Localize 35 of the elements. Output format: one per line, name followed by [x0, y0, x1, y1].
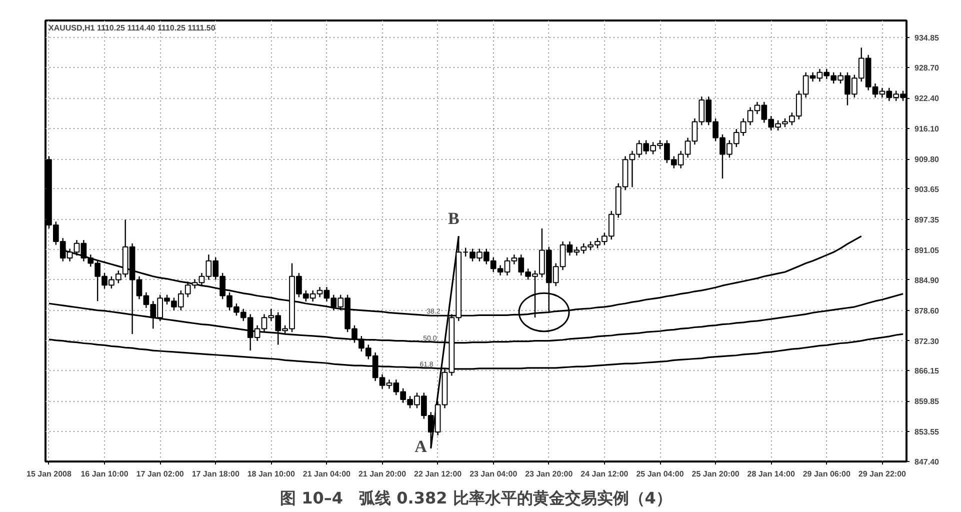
x-tick-label: 29 Jan 06:00	[802, 470, 851, 478]
x-tick-label: 25 Jan 04:00	[636, 470, 684, 478]
y-tick-label: 897.35	[914, 215, 940, 224]
y-tick-label: 934.85	[914, 34, 940, 43]
y-tick-label: 903.65	[914, 184, 940, 194]
y-tick-label: 884.90	[914, 276, 940, 285]
chart-subtitle: XAUUSD,H1 1110.25 1114.40 1110.25 1111.50	[48, 24, 216, 32]
y-tick-label: 922.40	[914, 94, 940, 104]
y-tick-label: 909.80	[914, 155, 940, 164]
x-tick-label: 17 Jan 02:00	[136, 470, 184, 478]
x-tick-label: 24 Jan 12:00	[580, 470, 629, 478]
x-tick-label: 18 Jan 10:00	[247, 470, 296, 478]
y-tick-label: 928.70	[914, 64, 940, 73]
y-tick-label: 859.85	[914, 397, 940, 406]
y-tick-label: 866.15	[914, 366, 940, 376]
annotation: A	[414, 436, 428, 456]
x-tick-label: 17 Jan 18:00	[192, 470, 240, 478]
x-tick-label: 23 Jan 04:00	[470, 470, 518, 478]
x-tick-label: 23 Jan 20:00	[525, 470, 574, 478]
y-tick-label: 872.30	[914, 336, 940, 346]
x-tick-label: 16 Jan 10:00	[80, 470, 129, 478]
y-tick-label: 916.10	[914, 124, 940, 134]
x-tick-label: 21 Jan 04:00	[302, 470, 352, 478]
y-tick-label: 853.55	[914, 428, 940, 437]
y-tick-label: 847.40	[914, 458, 940, 466]
annotation: B	[448, 209, 460, 228]
text: 图 10–4 弧线 0.382 比率水平的黄金交易实例（4）	[280, 488, 672, 508]
x-tick-label: 22 Jan 12:00	[414, 470, 462, 478]
y-tick-label: 878.60	[914, 306, 940, 316]
x-tick-label: 21 Jan 20:00	[358, 470, 407, 478]
x-tick-label: 28 Jan 14:00	[747, 470, 796, 478]
x-tick-label: 15 Jan 2008	[26, 470, 72, 478]
x-tick-label: 25 Jan 20:00	[692, 470, 740, 478]
x-tick-label: 29 Jan 22:00	[858, 470, 907, 478]
y-tick-label: 891.05	[914, 246, 940, 255]
